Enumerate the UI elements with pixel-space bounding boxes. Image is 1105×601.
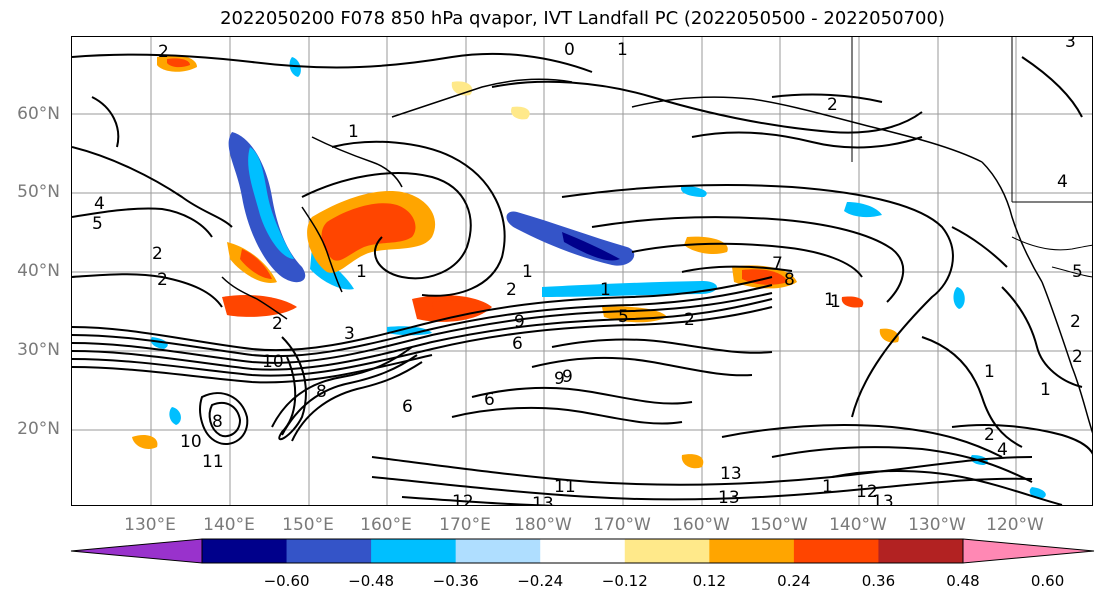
borders (851, 37, 1092, 278)
contour-label: 2 (152, 244, 163, 264)
colorbar-swatch (793, 539, 879, 563)
lon-label-150w: 150°W (750, 515, 808, 535)
lat-label-20n: 20°N (17, 419, 60, 439)
colorbar-tick-label: 0.24 (777, 572, 811, 590)
contour-label: 1 (348, 122, 359, 142)
contour-label: 7 (772, 254, 783, 274)
contour-label: 2 (1070, 312, 1081, 332)
contour-label: 2 (158, 42, 169, 62)
colorbar-extend-high (962, 538, 1095, 564)
qvapor-shading (132, 55, 1046, 499)
contour-label: 1 (824, 290, 835, 310)
contour-label: 3 (344, 324, 355, 344)
lon-label-140w: 140°W (829, 515, 887, 535)
lon-label-180w: 180°W (514, 515, 572, 535)
contour-label: 6 (512, 334, 523, 354)
lat-label-60n: 60°N (17, 104, 60, 124)
lon-label-150e: 150°E (282, 515, 334, 535)
colorbar-tick-label: 0.60 (1030, 572, 1065, 590)
contour-label: 5 (618, 307, 629, 327)
contour-label: 0 (564, 40, 575, 60)
contour-label: 1 (822, 477, 833, 497)
colorbar-swatch (455, 539, 541, 563)
colorbar-swatch (286, 539, 372, 563)
contour-label: 11 (554, 477, 576, 497)
contour-label: 1 (600, 280, 611, 300)
contour-label: 13 (718, 488, 740, 506)
contour-label: 9 (554, 369, 565, 389)
colorbar-swatch (624, 539, 710, 563)
map-canvas: 2 0 1 1 2 3 4 1 1 2 2 1 1 2 4 5 2 6 7 8 … (72, 37, 1092, 506)
contour-label: 2 (1072, 347, 1083, 367)
contour-label: 2 (984, 425, 995, 445)
contour-labels: 2 0 1 1 2 3 4 1 1 2 2 1 1 2 4 5 2 6 7 8 … (92, 37, 1083, 506)
contour-label: 10 (180, 432, 202, 452)
lon-label-170w: 170°W (593, 515, 651, 535)
lon-label-160w: 160°W (672, 515, 730, 535)
contour-label: 1 (830, 292, 841, 312)
lon-label-170e: 170°E (439, 515, 491, 535)
lat-label-30n: 30°N (17, 340, 60, 360)
lat-label-40n: 40°N (17, 261, 60, 281)
contour-label: 8 (316, 382, 327, 402)
contour-label: 1 (984, 362, 995, 382)
contour-label: 5 (92, 214, 103, 234)
lon-label-130w: 130°W (908, 515, 966, 535)
colorbar-swatch (371, 539, 457, 563)
contour-label: 5 (1072, 262, 1083, 282)
colorbar-extend-low (70, 538, 203, 564)
colorbar-swatch (540, 539, 626, 563)
contour-label: 10 (262, 352, 284, 372)
colorbar-swatch (202, 539, 288, 563)
colorbar-swatch (878, 539, 964, 563)
lon-label-140e: 140°E (203, 515, 255, 535)
contour-label: 2 (272, 314, 283, 334)
lon-label-130e: 130°E (124, 515, 176, 535)
contour-label: 3 (1065, 37, 1076, 52)
contour-label: 8 (784, 270, 795, 290)
contour-label: 1 (522, 262, 533, 282)
contour-label: 12 (856, 482, 878, 502)
colorbar-tick-label: 0.12 (692, 572, 727, 590)
lon-label-160e: 160°E (360, 515, 412, 535)
contour-label: 12 (452, 492, 474, 506)
contour-label: 2 (684, 310, 695, 330)
contour-label: 13 (720, 464, 742, 484)
colorbar (70, 538, 1095, 564)
contour-label: 8 (212, 412, 223, 432)
ivt-contours (72, 52, 1092, 505)
contour-label: 9 (514, 312, 525, 332)
contour-label: 9 (562, 367, 573, 387)
lat-label-50n: 50°N (17, 182, 60, 202)
contour-label: 13 (532, 494, 554, 506)
contour-label: 11 (202, 452, 224, 472)
colorbar-tick-label: −0.36 (432, 572, 479, 590)
colorbar-tick-label: −0.12 (601, 572, 648, 590)
contour-label: 1 (1040, 380, 1051, 400)
colorbar-swatch (709, 539, 795, 563)
lon-label-120w: 120°W (986, 515, 1044, 535)
contour-label: 4 (94, 194, 105, 214)
contour-label: 2 (827, 95, 838, 115)
colorbar-outline (201, 538, 964, 564)
contour-label: 1 (356, 262, 367, 282)
contour-label: 4 (1057, 172, 1068, 192)
contour-label: 6 (484, 390, 495, 410)
colorbar-swatches (70, 538, 1095, 564)
coastlines (221, 78, 1092, 434)
colorbar-tick-label: −0.24 (517, 572, 564, 590)
contour-label: 2 (506, 280, 517, 300)
colorbar-tick-label: 0.48 (946, 572, 980, 590)
contour-label: 1 (617, 40, 628, 60)
colorbar-tick-label: −0.60 (263, 572, 310, 590)
contour-label: 2 (157, 270, 168, 290)
colorbar-tick-label: 0.36 (861, 572, 896, 590)
contour-label: 6 (402, 397, 413, 417)
contour-label: 4 (997, 440, 1008, 460)
map-title: 2022050200 F078 850 hPa qvapor, IVT Land… (220, 8, 945, 29)
contour-label: 13 (872, 492, 894, 506)
colorbar-tick-label: −0.48 (348, 572, 395, 590)
map-panel: 2 0 1 1 2 3 4 1 1 2 2 1 1 2 4 5 2 6 7 8 … (71, 36, 1093, 506)
